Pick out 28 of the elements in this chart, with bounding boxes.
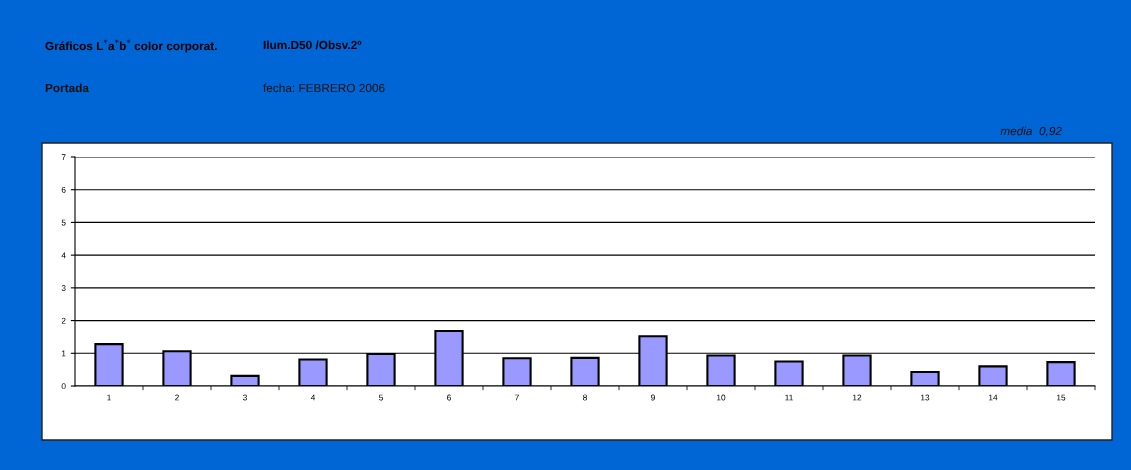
text: media 0,92 bbox=[1000, 126, 1062, 137]
x-tick-label: 4 bbox=[310, 394, 316, 401]
y-tick-label: 4 bbox=[61, 252, 66, 259]
y-tick-label: 2 bbox=[61, 317, 66, 324]
x-tick-label: 3 bbox=[243, 394, 247, 401]
x-tick-label: 11 bbox=[785, 394, 793, 401]
chart-title: Gráficos L$^{*}$a$^{*}$b$^{*}$ color corporat. bbox=[45, 39, 217, 53]
x-tick-label: 1 bbox=[107, 394, 111, 401]
y-tick-label: 7 bbox=[61, 154, 66, 161]
x-tick-label: 13 bbox=[921, 394, 930, 401]
x-tick-label: 5 bbox=[379, 394, 383, 401]
x-tick-label: 10 bbox=[717, 394, 726, 401]
x-tick-label: 14 bbox=[989, 394, 998, 401]
text: Portada bbox=[45, 83, 90, 93]
chart-subtitle: Ilum.D50 /Obsv.2º bbox=[263, 40, 362, 50]
y-tick-label: 0 bbox=[61, 383, 66, 390]
x-tick-label: 15 bbox=[1057, 394, 1066, 401]
y-tick-label: 6 bbox=[61, 186, 66, 193]
x-tick-label: 8 bbox=[583, 394, 587, 401]
x-tick-label: 6 bbox=[447, 394, 451, 401]
x-tick-label: 7 bbox=[515, 394, 519, 401]
y-tick-label: 5 bbox=[61, 219, 66, 226]
x-tick-label: 12 bbox=[853, 394, 862, 401]
y-tick-label: 3 bbox=[61, 285, 66, 291]
x-tick-label: 2 bbox=[175, 394, 179, 401]
text: fecha: FEBRERO 2006 bbox=[263, 83, 385, 93]
y-tick-label: 1 bbox=[61, 350, 66, 357]
x-tick-label: 9 bbox=[651, 394, 655, 401]
